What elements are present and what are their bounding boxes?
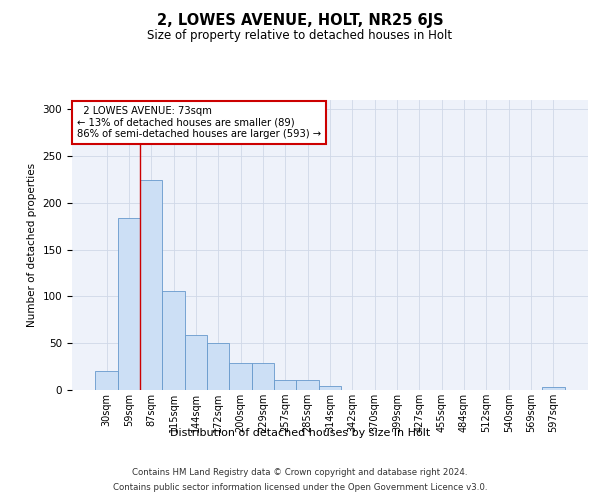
Text: 2, LOWES AVENUE, HOLT, NR25 6JS: 2, LOWES AVENUE, HOLT, NR25 6JS	[157, 12, 443, 28]
Bar	[542, 387, 565, 390]
Y-axis label: Number of detached properties: Number of detached properties	[27, 163, 37, 327]
Bar	[118, 218, 140, 390]
Bar	[296, 380, 319, 390]
Text: 2 LOWES AVENUE: 73sqm
← 13% of detached houses are smaller (89)
86% of semi-deta: 2 LOWES AVENUE: 73sqm ← 13% of detached …	[77, 106, 321, 139]
Bar	[140, 180, 163, 390]
Bar	[274, 380, 296, 390]
Bar	[229, 363, 252, 390]
Bar	[163, 291, 185, 390]
Bar	[319, 386, 341, 390]
Text: Contains HM Land Registry data © Crown copyright and database right 2024.: Contains HM Land Registry data © Crown c…	[132, 468, 468, 477]
Text: Distribution of detached houses by size in Holt: Distribution of detached houses by size …	[170, 428, 430, 438]
Bar	[185, 335, 207, 390]
Text: Size of property relative to detached houses in Holt: Size of property relative to detached ho…	[148, 29, 452, 42]
Bar	[207, 343, 229, 390]
Bar	[252, 363, 274, 390]
Text: Contains public sector information licensed under the Open Government Licence v3: Contains public sector information licen…	[113, 483, 487, 492]
Bar	[95, 372, 118, 390]
